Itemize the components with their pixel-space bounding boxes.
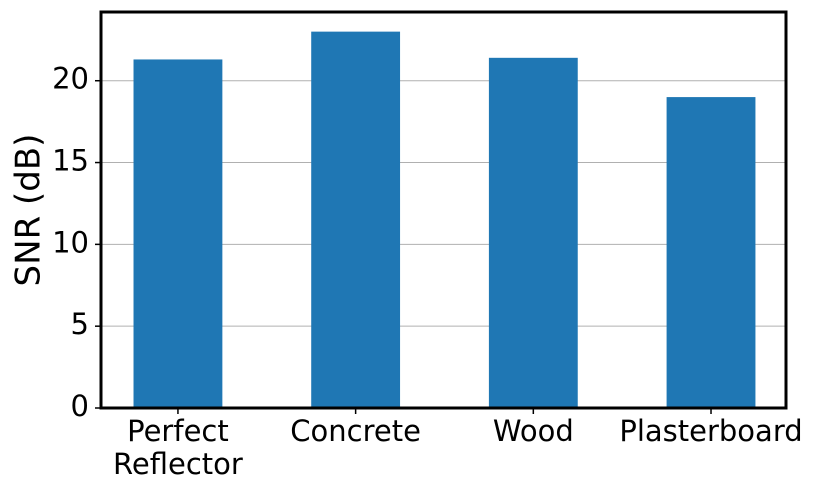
- plot-frame: [99, 10, 788, 410]
- y-tick-label: 20: [52, 62, 89, 96]
- y-tick-label: 15: [52, 144, 89, 178]
- x-tick-label: Plasterboard: [619, 414, 803, 448]
- x-tick-label: Perfect Reflector: [113, 414, 243, 481]
- y-tick-label: 0: [71, 389, 89, 423]
- bar: [666, 97, 756, 408]
- bar: [488, 57, 578, 409]
- y-tick-label: 10: [52, 225, 89, 259]
- bar: [311, 31, 401, 409]
- x-tick-label: Concrete: [290, 414, 421, 448]
- bar: [133, 59, 223, 409]
- y-tick-label: 5: [71, 307, 89, 341]
- x-tick-label: Wood: [492, 414, 574, 448]
- y-axis-label: SNR (dB): [9, 134, 49, 287]
